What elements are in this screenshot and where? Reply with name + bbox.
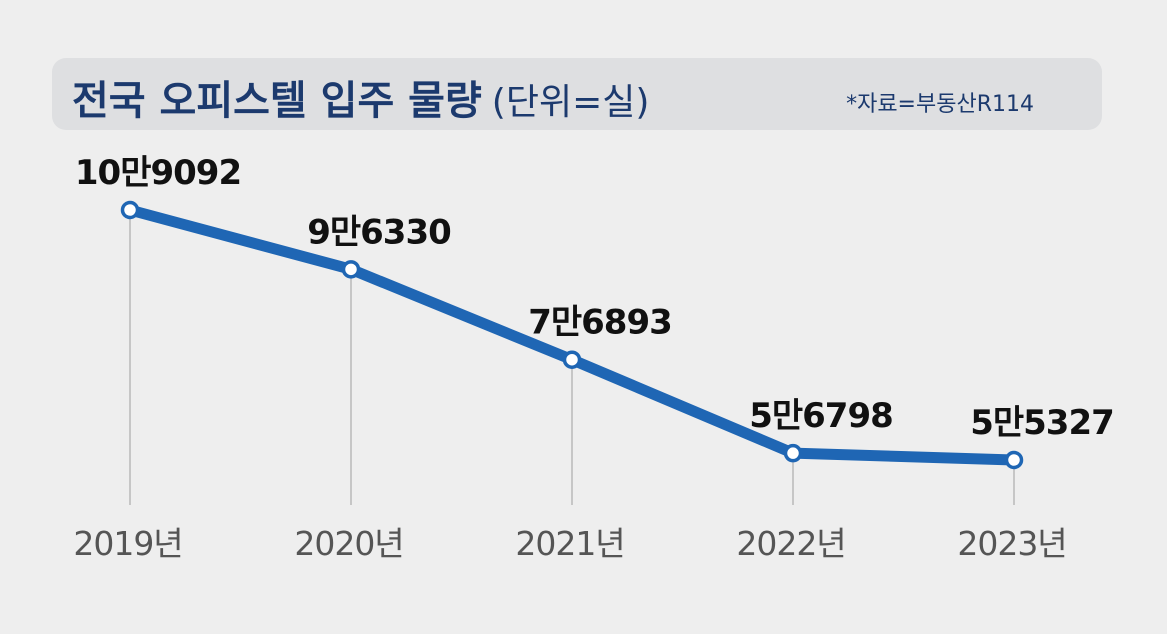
data-label-2: 9만6330	[307, 212, 451, 252]
title-bar: 전국 오피스텔 입주 물량 (단위=실) *자료=부동산R114	[52, 58, 1102, 130]
chart-unit: (단위=실)	[491, 82, 650, 123]
data-point-4	[783, 443, 803, 463]
source-note: *자료=부동산R114	[846, 92, 1034, 117]
data-point-1	[120, 200, 140, 220]
chart-title: 전국 오피스텔 입주 물량 (단위=실)	[72, 68, 649, 126]
chart-title-text: 전국 오피스텔 입주 물량	[72, 78, 482, 124]
x-tick-label-3: 2021년	[515, 524, 624, 563]
x-tick-label-1: 2019년	[73, 524, 182, 563]
x-tick-label-5: 2023년	[957, 524, 1066, 563]
data-point-3	[562, 350, 582, 369]
data-point-2	[341, 260, 361, 279]
data-label-3: 7만6893	[528, 303, 672, 343]
x-tick-label-4: 2022년	[736, 524, 845, 563]
data-label-1: 10만9092	[75, 153, 241, 193]
data-point-5	[1004, 450, 1024, 470]
data-label-5: 5만5327	[970, 403, 1114, 443]
data-label-4: 5만6798	[749, 396, 893, 436]
x-tick-label-2: 2020년	[294, 524, 403, 563]
